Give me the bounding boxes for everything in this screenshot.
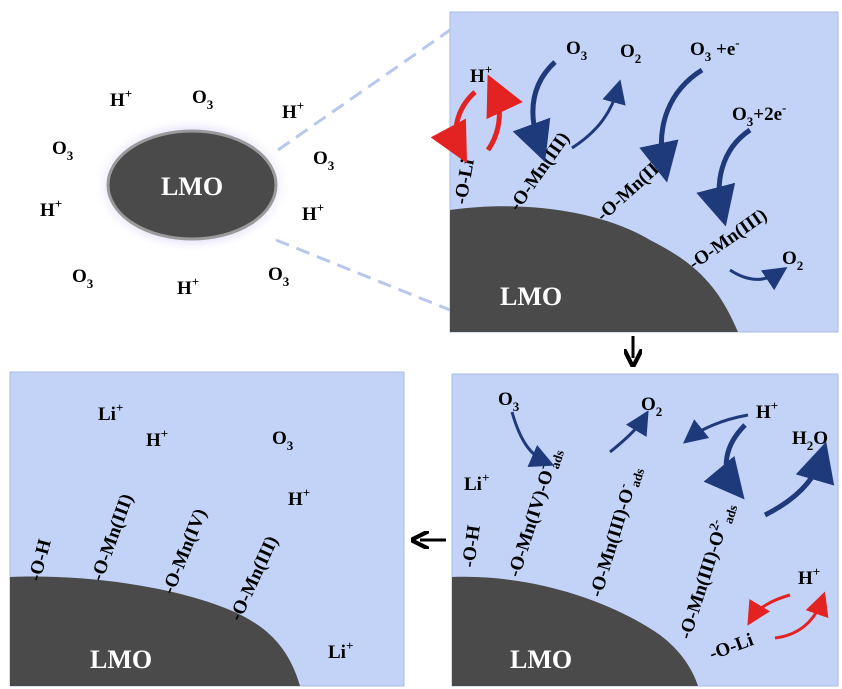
species-o3: O3	[272, 428, 294, 453]
panel-top-right: LMO -O-Li -O-Mn(III) -O-Mn(III) -O-Mn(II…	[430, 11, 839, 333]
red-arrow-exchange	[774, 591, 829, 640]
species-o3: O3	[72, 266, 94, 291]
species-o3: O3	[268, 264, 290, 289]
species-h-plus: H+	[110, 86, 132, 111]
species-h-plus: H+	[177, 274, 199, 299]
species-o2: O2	[782, 248, 803, 273]
species-h-plus: H+	[282, 98, 304, 123]
species-o3-e: O3 +e-	[690, 35, 740, 64]
surface-label: LMO	[90, 645, 152, 674]
species-li-plus: Li+	[464, 470, 489, 495]
species-h-plus: H+	[798, 564, 820, 589]
species-h-plus: H+	[288, 485, 310, 510]
blue-arrow-proton	[703, 423, 747, 500]
red-arrow-up	[485, 74, 523, 152]
surface-label: LMO	[510, 645, 572, 674]
red-arrow-down	[430, 90, 477, 164]
species-o3-2e: O3+2e-	[732, 100, 786, 129]
species-li-plus: Li+	[98, 400, 123, 425]
blue-arrow-adsorb	[696, 127, 752, 227]
species-o2: O2	[620, 41, 641, 66]
particle-core	[106, 129, 278, 241]
lmo-surface	[10, 576, 300, 686]
zoom-line-bottom	[275, 238, 451, 312]
species-h-plus: H+	[470, 62, 492, 87]
species-o2: O2	[641, 394, 662, 419]
species-o3: O3	[498, 389, 520, 414]
species-h-plus: H+	[756, 398, 778, 423]
blue-arrow-release	[609, 410, 649, 454]
panel-bottom-right: LMO -O-H -O-Mn(IV)-O-ads -O-Mn(III)-O-ad…	[451, 373, 839, 687]
blue-arrow-adsorb	[639, 67, 704, 183]
zoom-line-top	[277, 28, 451, 152]
species-li-plus: Li+	[328, 638, 353, 663]
species-o3: O3	[52, 138, 74, 163]
species-o3: O3	[313, 148, 335, 173]
species-h-plus: H+	[302, 200, 324, 225]
blue-arrow-adsorb	[510, 411, 555, 467]
panel-bottom-left: LMO -O-H -O-Mn(III) -O-Mn(IV) -O-Mn(III)…	[9, 371, 405, 687]
species-o3: O3	[566, 38, 588, 63]
blue-arrow-proton	[682, 413, 749, 444]
particle-label: LMO	[161, 172, 223, 201]
particle-group: LMO H+ O3 H+ O3 O3 H+ H+ O3 H+ O3	[40, 86, 335, 299]
blue-arrow-release	[729, 267, 788, 291]
blue-arrow-release	[571, 79, 626, 150]
surface-label: LMO	[500, 282, 562, 311]
blue-arrow-water	[763, 441, 835, 518]
species-o3: O3	[192, 87, 214, 112]
blue-arrow-adsorb	[512, 60, 557, 163]
species-h-plus: H+	[146, 426, 168, 451]
lmo-surface	[450, 206, 738, 332]
red-arrow-exchange	[747, 593, 791, 626]
species-h-plus: H+	[40, 196, 62, 221]
lmo-surface	[452, 576, 698, 686]
